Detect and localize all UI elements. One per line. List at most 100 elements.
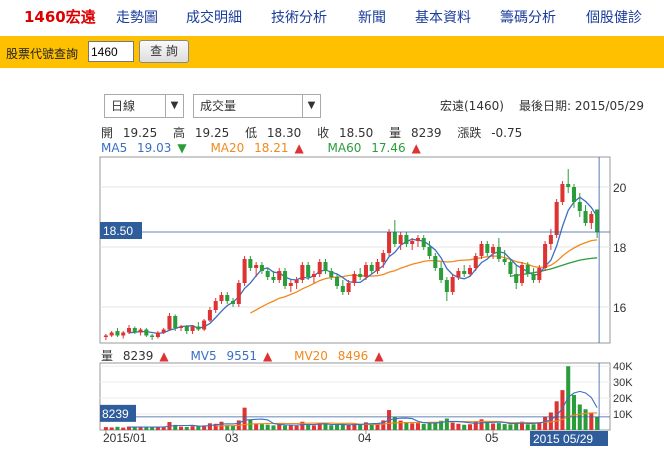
candle-body [363, 265, 368, 277]
nav-link-trend[interactable]: 走勢圖 [116, 10, 158, 26]
volume-bar [294, 425, 299, 430]
candle-body [554, 202, 559, 235]
low-label: 低 [245, 126, 258, 140]
volume-bar [450, 422, 455, 430]
candle-body [329, 271, 334, 277]
volume-bar [144, 426, 149, 430]
candle-body [121, 332, 126, 336]
volume-bar [577, 404, 582, 430]
candle-body [236, 283, 241, 304]
candle-body [543, 244, 548, 268]
mv5-label: MV5 [190, 349, 217, 363]
x-tick-label: 04 [358, 431, 372, 445]
current-volume-tag-bg [100, 404, 136, 422]
volume-bar [323, 424, 328, 430]
volume-bar [121, 427, 126, 430]
volume-value: 8239 [410, 126, 442, 140]
candle-body [375, 262, 380, 271]
stock-title[interactable]: 1460宏遠 [24, 8, 96, 26]
up-arrow-icon: ▲ [159, 349, 169, 363]
candle-body [398, 235, 403, 244]
volume-bar [381, 420, 386, 430]
candle-body [467, 268, 472, 274]
volume-bar [531, 424, 536, 430]
mv5-line [129, 390, 598, 428]
query-button[interactable]: 查 詢 [139, 40, 189, 63]
volume-bar [207, 423, 212, 430]
volume-bar [410, 423, 415, 430]
high-value: 19.25 [194, 126, 230, 140]
candle-body [387, 232, 392, 253]
candle-body [381, 253, 386, 262]
volume-bar [473, 421, 478, 430]
candle-body [225, 295, 230, 301]
chevron-down-icon: ▼ [302, 95, 320, 117]
candle-body [265, 271, 270, 277]
price-tick-label: 16 [613, 301, 627, 315]
candle-body [167, 316, 172, 330]
nav-link-fundamentals[interactable]: 基本資料 [415, 10, 471, 26]
candle-body [138, 329, 143, 333]
current-price-tag: 18.50 [103, 224, 133, 238]
vol-label: 量 [101, 349, 114, 363]
nav-link-technical[interactable]: 技術分析 [271, 10, 327, 26]
volume-bar [184, 426, 189, 430]
candle-body [346, 283, 351, 292]
ma5-value: 19.03 [137, 141, 172, 155]
volume-bar [178, 426, 184, 430]
nav-link-news[interactable]: 新聞 [358, 10, 386, 26]
volume-bar [288, 425, 293, 430]
volume-bar [548, 412, 553, 430]
candle-body [144, 329, 149, 336]
candle-body [491, 247, 496, 253]
volume-bar [248, 419, 253, 430]
volume-bar [508, 424, 513, 430]
chevron-down-icon: ▼ [165, 95, 183, 117]
volume-bar [525, 424, 530, 430]
volume-legend: 量 8239 ▲ MV5 9551 ▲ MV20 8496 ▲ [101, 347, 396, 364]
candle-body [358, 274, 363, 277]
candle-body [300, 265, 305, 280]
candle-body [161, 329, 166, 333]
candle-body [404, 235, 409, 244]
nav-link-health[interactable]: 個股健診 [586, 10, 642, 26]
volume-bar [236, 420, 241, 430]
volume-bar [589, 412, 594, 430]
volume-bar [433, 422, 438, 430]
candle-body [283, 271, 288, 286]
volume-bar [496, 423, 501, 430]
down-arrow-icon: ▼ [177, 141, 187, 155]
volume-bar [271, 425, 276, 430]
period-select[interactable]: 日線 ▼ [104, 94, 184, 118]
volume-bar [427, 422, 432, 430]
indicator-select[interactable]: 成交量 ▼ [193, 94, 321, 118]
nav-link-trade-detail[interactable]: 成交明細 [186, 10, 242, 26]
stock-code-input[interactable] [88, 41, 134, 62]
candle-body [439, 268, 444, 280]
up-arrow-icon: ▲ [263, 349, 273, 363]
volume-bar [491, 423, 496, 430]
candle-body [271, 277, 276, 280]
candle-body [421, 238, 426, 247]
current-price-tag-bg [100, 222, 142, 239]
mv20-value: 8496 [337, 349, 369, 363]
volume-bar [404, 422, 409, 430]
candle-body [259, 265, 264, 271]
candle-body [560, 184, 565, 202]
volume-bar [369, 423, 374, 430]
ma20-line [250, 239, 598, 314]
last-date-tag-bg [530, 431, 608, 446]
candle-body [502, 259, 507, 262]
nav-link-chips[interactable]: 籌碼分析 [500, 10, 556, 26]
volume-bar [340, 424, 345, 430]
volume-bar [173, 424, 178, 430]
volume-bar [317, 422, 322, 430]
volume-bar [254, 423, 259, 430]
candle-body [178, 326, 184, 328]
volume-bar [306, 425, 311, 430]
volume-bar [485, 422, 490, 430]
price-tick-label: 18 [613, 241, 627, 255]
candle-body [335, 277, 340, 286]
volume-tick-label: 30K [613, 377, 633, 389]
